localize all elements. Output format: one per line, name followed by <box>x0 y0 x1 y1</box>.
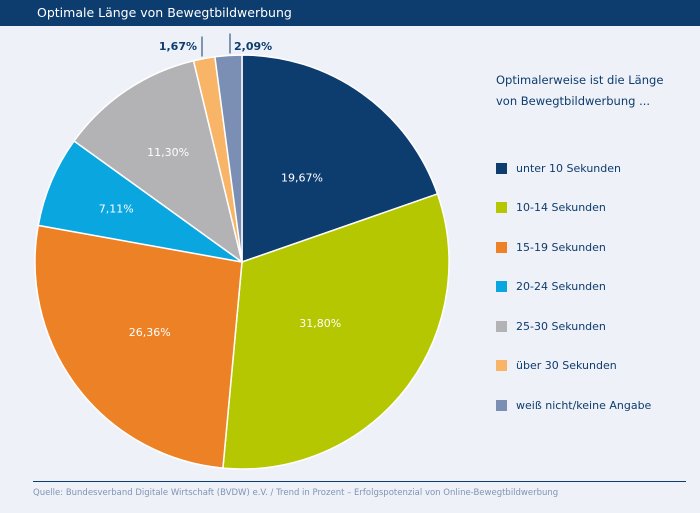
legend-label: weiß nicht/keine Angabe <box>516 398 652 412</box>
pie-label-20-24-sekunden: 7,11% <box>99 203 134 216</box>
legend-label: 10-14 Sekunden <box>516 201 606 214</box>
legend-heading-line-2: von Bewegtbildwerbung ... <box>496 94 651 108</box>
pie-label-25-30-sekunden: 11,30% <box>147 146 189 159</box>
legend-label: 15-19 Sekunden <box>516 240 606 254</box>
pie-slice-15-19-sekunden <box>34 224 243 469</box>
legend-label: 25-30 Sekunden <box>516 319 606 333</box>
legend-item-weiss-nicht-keine-angabe: weiß nicht/keine Angabe <box>496 398 651 412</box>
legend-item-25-30-sekunden: 25-30 Sekunden <box>496 319 606 333</box>
legend-swatch <box>496 399 507 411</box>
legend-swatch <box>496 162 507 174</box>
pie-label-weiss-nicht-keine-angabe: 2,09% <box>234 40 272 53</box>
pie-label-unter-10-sekunden: 19,67% <box>281 172 323 185</box>
legend-heading-line-1: Optimalerweise ist die Länge <box>496 73 664 87</box>
pie-label-10-14-sekunden: 31,80% <box>299 317 341 330</box>
pie-slices <box>34 54 450 470</box>
legend-item-10-14-sekunden: 10-14 Sekunden <box>496 201 606 215</box>
pie-slice-weiss-nicht-keine-angabe <box>214 54 243 263</box>
legend-swatch <box>496 241 507 253</box>
pie-label-15-19-sekunden: 26,36% <box>129 326 171 339</box>
legend-label: über 30 Sekunden <box>516 359 617 372</box>
legend-heading: Optimalerweise ist die Länge von Bewegtb… <box>496 70 696 112</box>
legend-swatch <box>496 202 507 213</box>
chart-title: Optimale Länge von Bewegtbildwerbung <box>0 0 700 26</box>
legend-item-ber-30-sekunden: über 30 Sekunden <box>496 359 617 373</box>
pie-callouts <box>201 33 231 57</box>
pie-slice-10-14-sekunden <box>222 193 450 470</box>
legend-item-20-24-sekunden: 20-24 Sekunden <box>496 280 606 294</box>
legend-item-15-19-sekunden: 15-19 Sekunden <box>496 240 606 254</box>
pie-slice-25-30-sekunden <box>73 59 244 264</box>
legend-label: unter 10 Sekunden <box>516 161 621 175</box>
legend-swatch <box>496 281 507 292</box>
footer-divider <box>33 481 686 482</box>
pie-labels: 19,67% 31,80% 26,36% 7,11% 11,30% 1,67% 2,09% <box>99 40 341 339</box>
legend-item-unter-10-sekunden: unter 10 Sekunden <box>496 161 621 175</box>
source-note: Quelle: Bundesverband Digitale Wirtschaf… <box>33 488 559 498</box>
legend-swatch <box>496 320 507 332</box>
pie-label-ber-30-sekunden: 1,67% <box>159 40 197 53</box>
legend-label: 20-24 Sekunden <box>516 280 606 293</box>
legend-swatch <box>496 360 507 371</box>
